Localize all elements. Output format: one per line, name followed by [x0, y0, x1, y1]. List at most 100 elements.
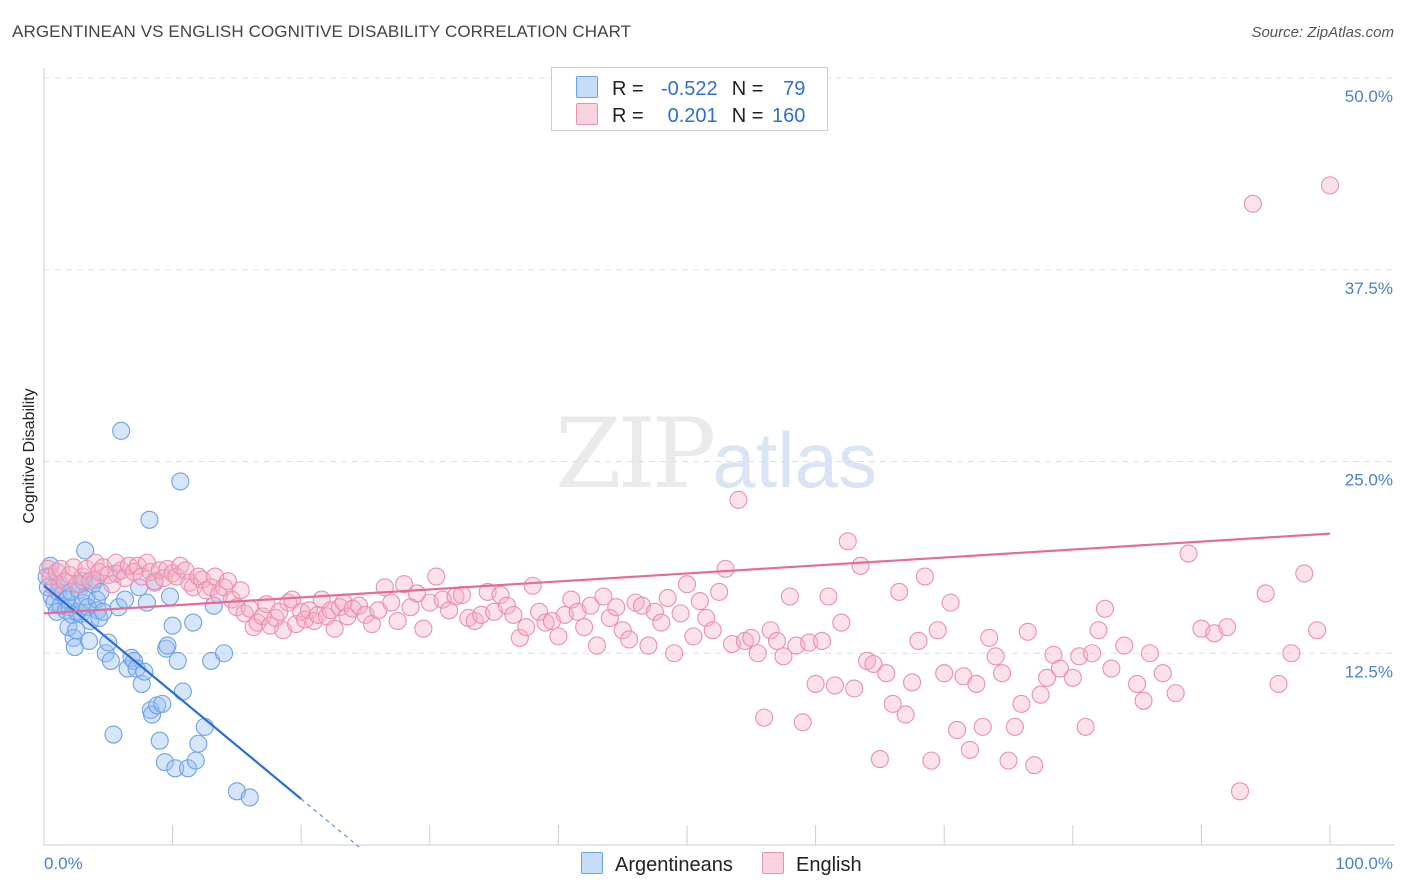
english-point[interactable]: [613, 621, 632, 640]
english-point[interactable]: [587, 636, 607, 655]
english-point[interactable]: [838, 532, 857, 551]
argentinean-point[interactable]: [137, 593, 156, 612]
english-point[interactable]: [536, 613, 555, 632]
english-point[interactable]: [1295, 564, 1314, 583]
english-point[interactable]: [1308, 621, 1327, 640]
english-point[interactable]: [350, 596, 369, 615]
argentinean-point[interactable]: [173, 682, 192, 701]
english-point[interactable]: [388, 611, 407, 631]
english-point[interactable]: [941, 593, 960, 612]
legend-item-english[interactable]: English: [762, 852, 862, 877]
english-point[interactable]: [915, 567, 934, 586]
english-point[interactable]: [1269, 674, 1288, 693]
english-point[interactable]: [703, 621, 722, 640]
english-point[interactable]: [902, 673, 922, 692]
argentinean-point[interactable]: [166, 759, 185, 778]
english-point[interactable]: [767, 631, 787, 651]
argentinean-point[interactable]: [112, 421, 131, 440]
english-point[interactable]: [414, 619, 433, 638]
argentinean-point[interactable]: [67, 621, 86, 640]
english-point[interactable]: [812, 631, 832, 651]
argentinean-point[interactable]: [186, 751, 205, 770]
english-point[interactable]: [1115, 636, 1134, 655]
english-point[interactable]: [999, 751, 1018, 770]
english-point[interactable]: [665, 644, 684, 663]
english-point[interactable]: [1018, 622, 1037, 641]
argentinean-point[interactable]: [150, 731, 169, 750]
argentinean-point[interactable]: [195, 717, 214, 736]
english-point[interactable]: [1031, 685, 1050, 704]
argentinean-point[interactable]: [104, 725, 123, 744]
argentinean-point[interactable]: [178, 759, 198, 778]
english-point[interactable]: [1153, 664, 1172, 683]
argentinean-point[interactable]: [168, 651, 187, 670]
english-point[interactable]: [1140, 644, 1160, 663]
english-point[interactable]: [896, 705, 915, 724]
english-point[interactable]: [1134, 691, 1153, 710]
argentinean-point[interactable]: [171, 472, 190, 491]
english-point[interactable]: [594, 587, 613, 606]
english-point[interactable]: [658, 588, 677, 608]
argentinean-point[interactable]: [79, 631, 99, 651]
argentinean-point[interactable]: [163, 616, 182, 635]
english-point[interactable]: [793, 713, 812, 732]
english-point[interactable]: [832, 613, 851, 632]
english-point[interactable]: [1038, 668, 1057, 687]
english-point[interactable]: [1230, 782, 1250, 801]
english-point[interactable]: [395, 575, 414, 594]
english-point[interactable]: [382, 593, 401, 612]
english-point[interactable]: [851, 556, 870, 575]
english-point[interactable]: [845, 679, 864, 698]
argentinean-point[interactable]: [153, 694, 172, 713]
english-point[interactable]: [677, 575, 697, 594]
argentinean-point[interactable]: [155, 753, 174, 772]
argentinean-point[interactable]: [240, 788, 259, 807]
english-point[interactable]: [960, 740, 979, 759]
english-point[interactable]: [748, 644, 767, 663]
legend-item-argentineans[interactable]: Argentineans: [581, 852, 733, 877]
english-point[interactable]: [620, 630, 639, 649]
english-point[interactable]: [935, 664, 954, 683]
english-point[interactable]: [202, 578, 221, 597]
argentinean-point[interactable]: [94, 602, 113, 621]
english-point[interactable]: [1179, 544, 1198, 563]
english-point[interactable]: [716, 559, 735, 578]
english-point[interactable]: [1243, 194, 1262, 213]
argentinean-point[interactable]: [160, 587, 180, 606]
english-point[interactable]: [973, 717, 992, 736]
english-point[interactable]: [1063, 668, 1082, 687]
english-point[interactable]: [980, 628, 999, 647]
english-point[interactable]: [549, 627, 568, 646]
english-point[interactable]: [645, 602, 664, 621]
english-point[interactable]: [1050, 659, 1069, 678]
english-point[interactable]: [1320, 176, 1340, 195]
english-point[interactable]: [780, 587, 799, 606]
argentinean-point[interactable]: [135, 662, 154, 681]
english-point[interactable]: [1025, 756, 1044, 775]
english-point[interactable]: [639, 636, 658, 655]
english-point[interactable]: [1076, 717, 1095, 736]
english-point[interactable]: [517, 618, 536, 637]
english-point[interactable]: [523, 576, 542, 595]
english-point[interactable]: [825, 676, 844, 695]
english-point[interactable]: [993, 664, 1012, 683]
english-point[interactable]: [806, 674, 825, 693]
english-point[interactable]: [690, 592, 709, 611]
english-point[interactable]: [530, 602, 549, 621]
english-point[interactable]: [710, 582, 729, 601]
english-point[interactable]: [864, 654, 883, 674]
english-point[interactable]: [1256, 584, 1275, 603]
english-point[interactable]: [1218, 618, 1237, 637]
english-point[interactable]: [877, 664, 896, 683]
english-point[interactable]: [491, 585, 510, 605]
argentinean-point[interactable]: [101, 651, 120, 670]
english-point[interactable]: [510, 628, 529, 647]
english-point[interactable]: [1166, 684, 1185, 703]
english-point[interactable]: [890, 582, 909, 601]
argentinean-point[interactable]: [140, 510, 159, 529]
argentinean-point[interactable]: [184, 613, 203, 632]
english-point[interactable]: [427, 567, 446, 586]
english-point[interactable]: [1083, 644, 1102, 663]
english-point[interactable]: [504, 605, 523, 624]
argentinean-point[interactable]: [214, 644, 234, 663]
